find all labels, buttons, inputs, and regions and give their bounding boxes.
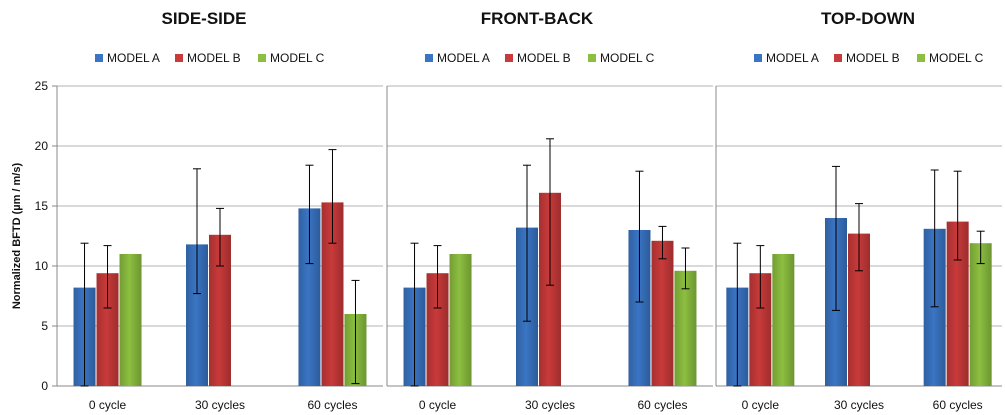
y-tick-label: 0 (41, 379, 48, 393)
x-tick-label: 60 cycles (933, 398, 983, 412)
bar (539, 192, 561, 386)
legend-swatch (175, 54, 183, 62)
legend-label: MODEL B (517, 51, 571, 65)
panel-title: SIDE-SIDE (161, 9, 246, 28)
x-tick-label: 60 cycles (637, 398, 687, 412)
bar (186, 244, 208, 386)
y-tick-label: 20 (35, 139, 49, 153)
y-tick-label: 25 (35, 79, 49, 93)
x-tick-label: 30 cycles (525, 398, 575, 412)
y-axis-label: Normalized BFTD (µm / m/s) (11, 163, 23, 310)
bar (674, 270, 697, 386)
chart-panel-3: TOP-DOWN MODEL A MODEL B MODEL C 0 cycle 30 c… (715, 9, 1002, 412)
legend-swatch (505, 54, 513, 62)
bar (946, 221, 969, 386)
legend-label: MODEL A (437, 51, 490, 65)
legend-label: MODEL A (107, 51, 160, 65)
bar (209, 234, 231, 386)
chart-panel-1: SIDE-SIDE MODEL A MODEL B MODEL C 0 5 10 15 20 25… (11, 9, 383, 412)
x-tick-label: 30 cycles (834, 398, 884, 412)
bar (426, 273, 449, 386)
bar (969, 243, 992, 386)
x-tick-label: 60 cycles (307, 398, 357, 412)
bar (321, 202, 344, 386)
legend-label: MODEL B (187, 51, 241, 65)
bar (923, 228, 946, 386)
bar (772, 254, 795, 386)
legend-swatch (588, 54, 596, 62)
x-tick-label: 0 cycle (89, 398, 127, 412)
bar (749, 273, 772, 386)
x-tick-label: 30 cycles (195, 398, 245, 412)
y-tick-label: 10 (35, 259, 49, 273)
legend-label: MODEL C (270, 51, 325, 65)
legend-swatch (95, 54, 103, 62)
x-tick-label: 0 cycle (742, 398, 780, 412)
bar (651, 240, 674, 386)
legend-swatch (258, 54, 266, 62)
y-tick-label: 15 (35, 199, 49, 213)
bar (848, 233, 870, 386)
chart-panel-2: FRONT-BACK MODEL A MODEL B MODEL C 0 cycle 30… (386, 9, 713, 412)
legend-label: MODEL C (929, 51, 984, 65)
panel-title: TOP-DOWN (821, 9, 915, 28)
legend-swatch (425, 54, 433, 62)
legend-swatch (917, 54, 925, 62)
x-tick-label: 0 cycle (419, 398, 457, 412)
bar (628, 230, 651, 386)
y-tick-label: 5 (41, 319, 48, 333)
panel-title: FRONT-BACK (481, 9, 594, 28)
bar (298, 208, 321, 386)
legend-label: MODEL A (766, 51, 819, 65)
bar (96, 273, 119, 386)
bar (449, 254, 472, 386)
legend-label: MODEL B (846, 51, 900, 65)
legend-swatch (834, 54, 842, 62)
legend-swatch (754, 54, 762, 62)
bar (119, 254, 142, 386)
legend-label: MODEL C (600, 51, 655, 65)
